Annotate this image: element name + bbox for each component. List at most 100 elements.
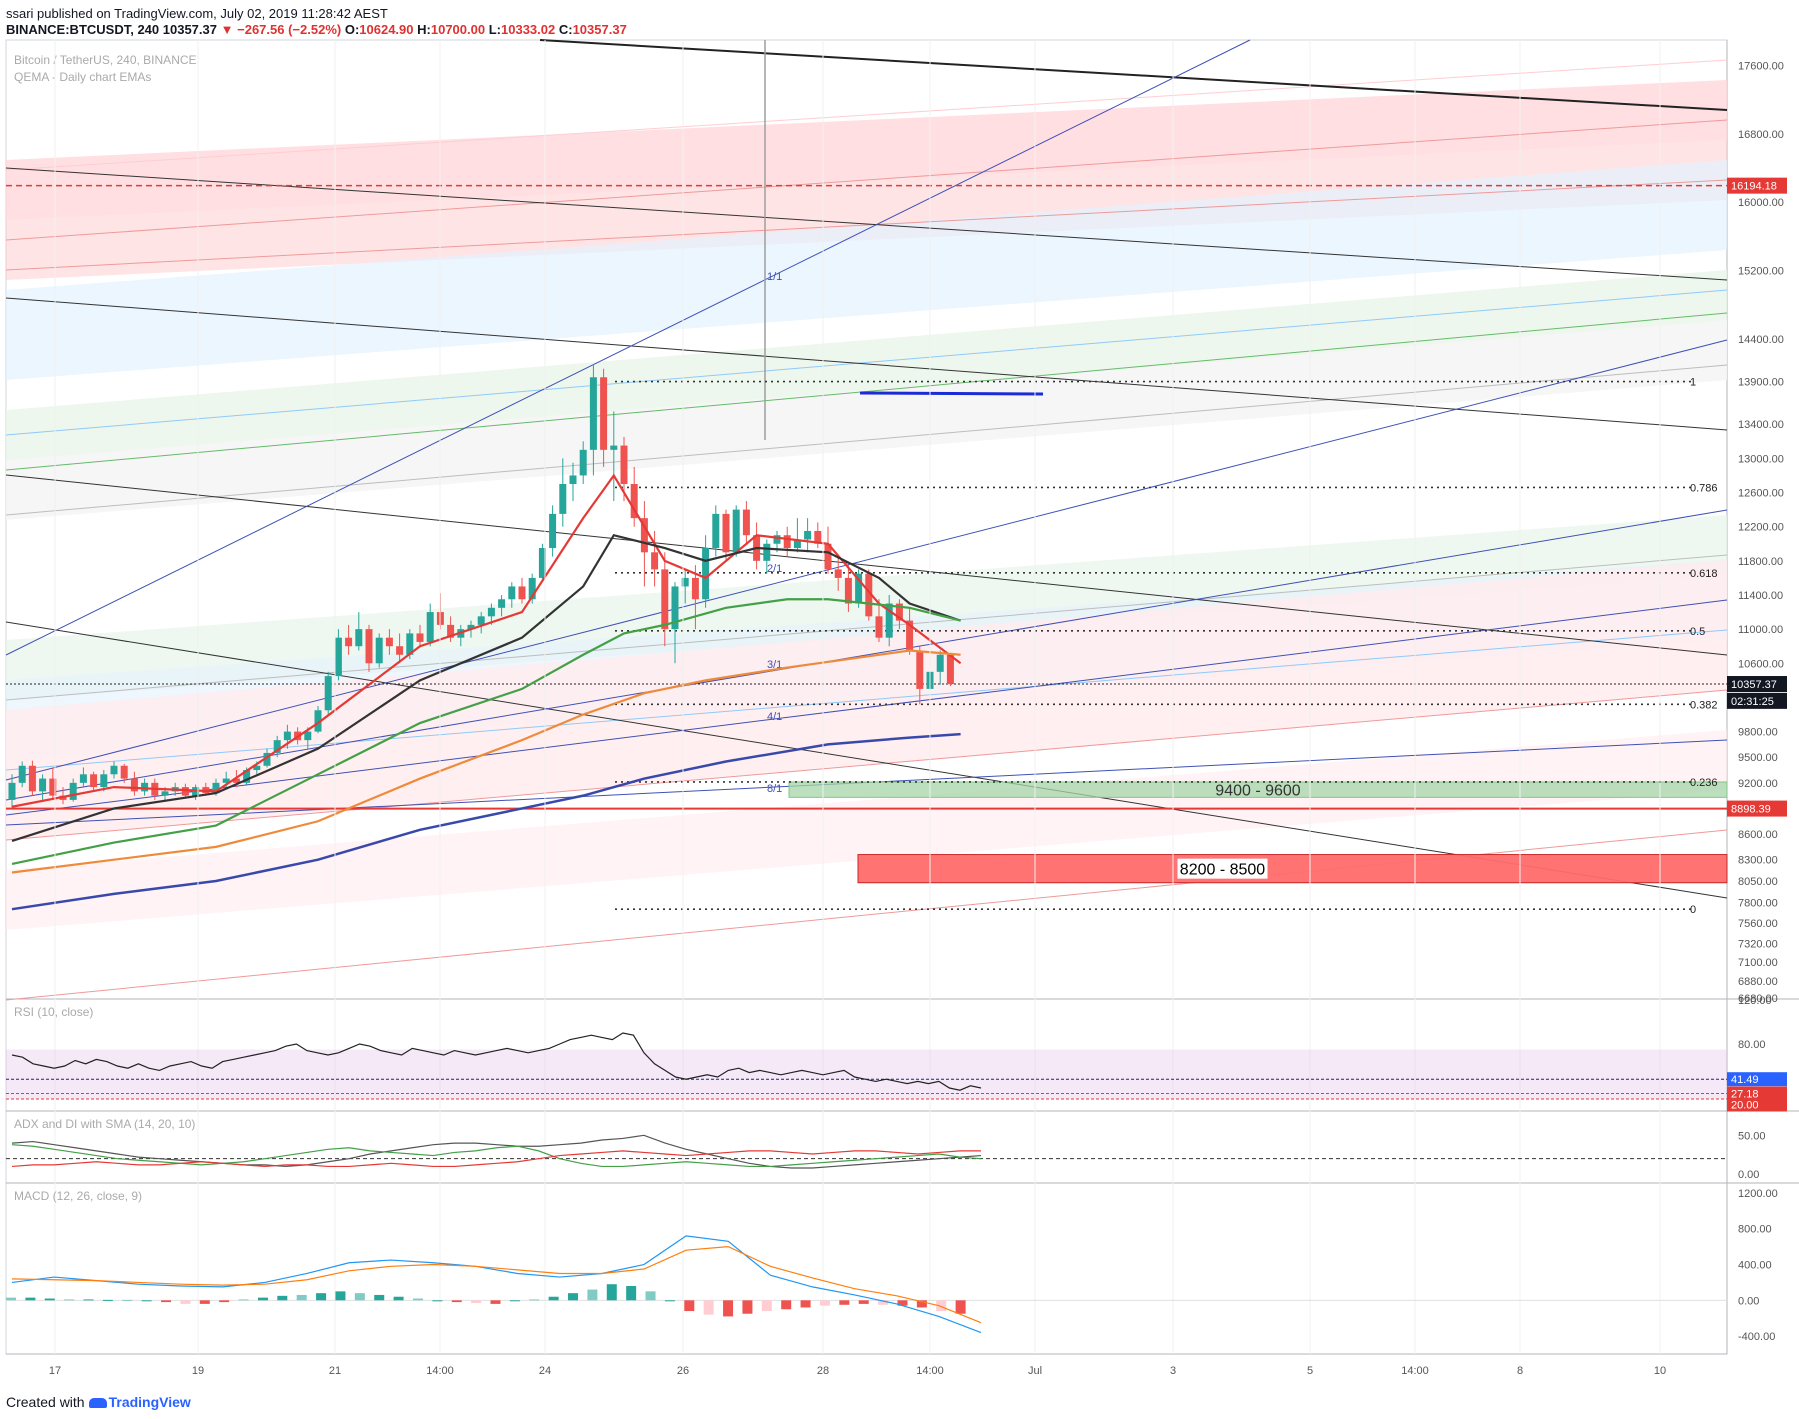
channel-line: [5, 289, 1728, 436]
candle-body: [263, 752, 271, 766]
candle-body: [885, 603, 893, 638]
price-tick-label: 8600.00: [1738, 829, 1778, 841]
price-tick-label: 6680.00: [1738, 993, 1778, 1005]
price-tag-label: 20.00: [1731, 1100, 1759, 1112]
fib-level-label: 0.786: [1690, 482, 1718, 494]
macd-histogram-bar: [548, 1296, 559, 1301]
price-tick-label: 14400.00: [1738, 334, 1784, 346]
ema-line: [11, 598, 961, 866]
candle-body: [49, 778, 57, 796]
candle-body: [222, 778, 230, 783]
close-value: 10357.37: [572, 22, 627, 37]
candle-body: [834, 569, 842, 578]
candle-body: [742, 509, 750, 536]
macd-histogram-bar: [25, 1297, 36, 1301]
macd-histogram-bar: [703, 1300, 714, 1315]
macd-histogram-bar: [83, 1299, 94, 1301]
candle-body: [783, 535, 791, 549]
candle-body: [936, 654, 944, 672]
price-tick-label: 9500.00: [1738, 752, 1778, 764]
price-tag-box: [1727, 800, 1787, 817]
candle-body: [712, 513, 720, 549]
macd-histogram-bar: [509, 1300, 520, 1302]
macd-histogram-bar: [374, 1294, 385, 1301]
macd-histogram-bar: [6, 1297, 16, 1301]
indicator-line: [11, 1134, 982, 1169]
candle-body: [824, 543, 832, 570]
time-tick-label: 10: [1654, 1365, 1666, 1377]
price-tick-label: 13900.00: [1738, 377, 1784, 389]
candle-body: [579, 449, 587, 476]
candle-body: [487, 607, 495, 617]
price-tick-label: 10600.00: [1738, 658, 1784, 670]
macd-histogram-bar: [529, 1299, 540, 1301]
candle-body: [110, 765, 118, 775]
price-tick-label: 7800.00: [1738, 897, 1778, 909]
gann-label: 8/1: [767, 783, 782, 795]
regression-channel-band: [6, 160, 1727, 380]
trend-line: [539, 39, 1728, 111]
zone-label: 8200 - 8500: [1180, 862, 1266, 879]
candle-body: [671, 586, 679, 630]
candle-body: [640, 518, 648, 553]
macd-histogram-bar: [723, 1300, 734, 1317]
indicator-title: MACD (12, 26, close, 9): [14, 1189, 142, 1203]
candle-body: [396, 646, 404, 655]
macd-histogram-bar: [819, 1300, 830, 1306]
candle-body: [334, 637, 342, 677]
macd-histogram-bar: [44, 1298, 55, 1301]
trend-line: [5, 621, 1728, 899]
candle-body: [120, 765, 128, 779]
trend-line: [5, 474, 1728, 656]
candle-body: [528, 577, 536, 600]
candle-body: [498, 599, 506, 608]
indicator-tick-label: 120.00: [1738, 995, 1772, 1007]
price-tick-label: 9200.00: [1738, 778, 1778, 790]
macd-histogram-bar: [742, 1300, 753, 1314]
time-tick-label: 14:00: [1401, 1365, 1429, 1377]
price-tick-label: 12600.00: [1738, 488, 1784, 500]
fib-level-label: 0.5: [1690, 626, 1705, 638]
macd-histogram-bar: [897, 1300, 908, 1306]
candle-body: [895, 603, 903, 621]
trend-line: [5, 167, 1728, 281]
tradingview-brand[interactable]: TradingView: [108, 1394, 191, 1410]
publisher-text: ssari published on TradingView.com, July…: [6, 6, 388, 21]
chart-legend-title: Bitcoin / TetherUS, 240, BINANCE: [14, 53, 197, 67]
indicator-line: [11, 1032, 982, 1091]
candle-body: [773, 535, 781, 544]
fib-level-label: 1: [1690, 377, 1696, 389]
price-tag-label: 16194.18: [1731, 181, 1777, 193]
gann-fan-line: [5, 599, 1728, 816]
low-label: L:: [488, 22, 501, 37]
time-tick-label: 19: [192, 1365, 204, 1377]
macd-histogram-bar: [645, 1291, 656, 1301]
macd-histogram-bar: [432, 1300, 443, 1302]
macd-histogram-bar: [122, 1299, 133, 1301]
indicator-tick-label: 50.00: [1738, 1130, 1766, 1142]
price-tag-label: 8898.39: [1731, 804, 1771, 816]
macd-histogram-bar: [606, 1284, 617, 1301]
price-tick-label: 7100.00: [1738, 957, 1778, 969]
candle-body: [365, 629, 373, 664]
high-label: H:: [417, 22, 431, 37]
gann-fan-line: [5, 39, 1251, 656]
channel-line: [5, 364, 1728, 516]
price-tick-label: 17600.00: [1738, 61, 1784, 73]
macd-histogram-bar: [219, 1300, 230, 1303]
macd-histogram-bar: [257, 1297, 268, 1301]
macd-histogram-bar: [471, 1300, 482, 1303]
macd-histogram-bar: [878, 1300, 889, 1305]
indicator-tick-label: 80.00: [1738, 1039, 1766, 1051]
candle-body: [793, 539, 801, 549]
macd-histogram-bar: [412, 1298, 423, 1301]
candle-body: [855, 573, 863, 604]
price-tag-box: [1727, 1072, 1787, 1087]
price-tag-box: [1727, 692, 1787, 709]
macd-histogram-bar: [238, 1299, 249, 1301]
candle-body: [232, 778, 240, 783]
candle-body: [946, 654, 954, 685]
candle-body: [875, 616, 883, 638]
macd-histogram-bar: [335, 1291, 346, 1301]
